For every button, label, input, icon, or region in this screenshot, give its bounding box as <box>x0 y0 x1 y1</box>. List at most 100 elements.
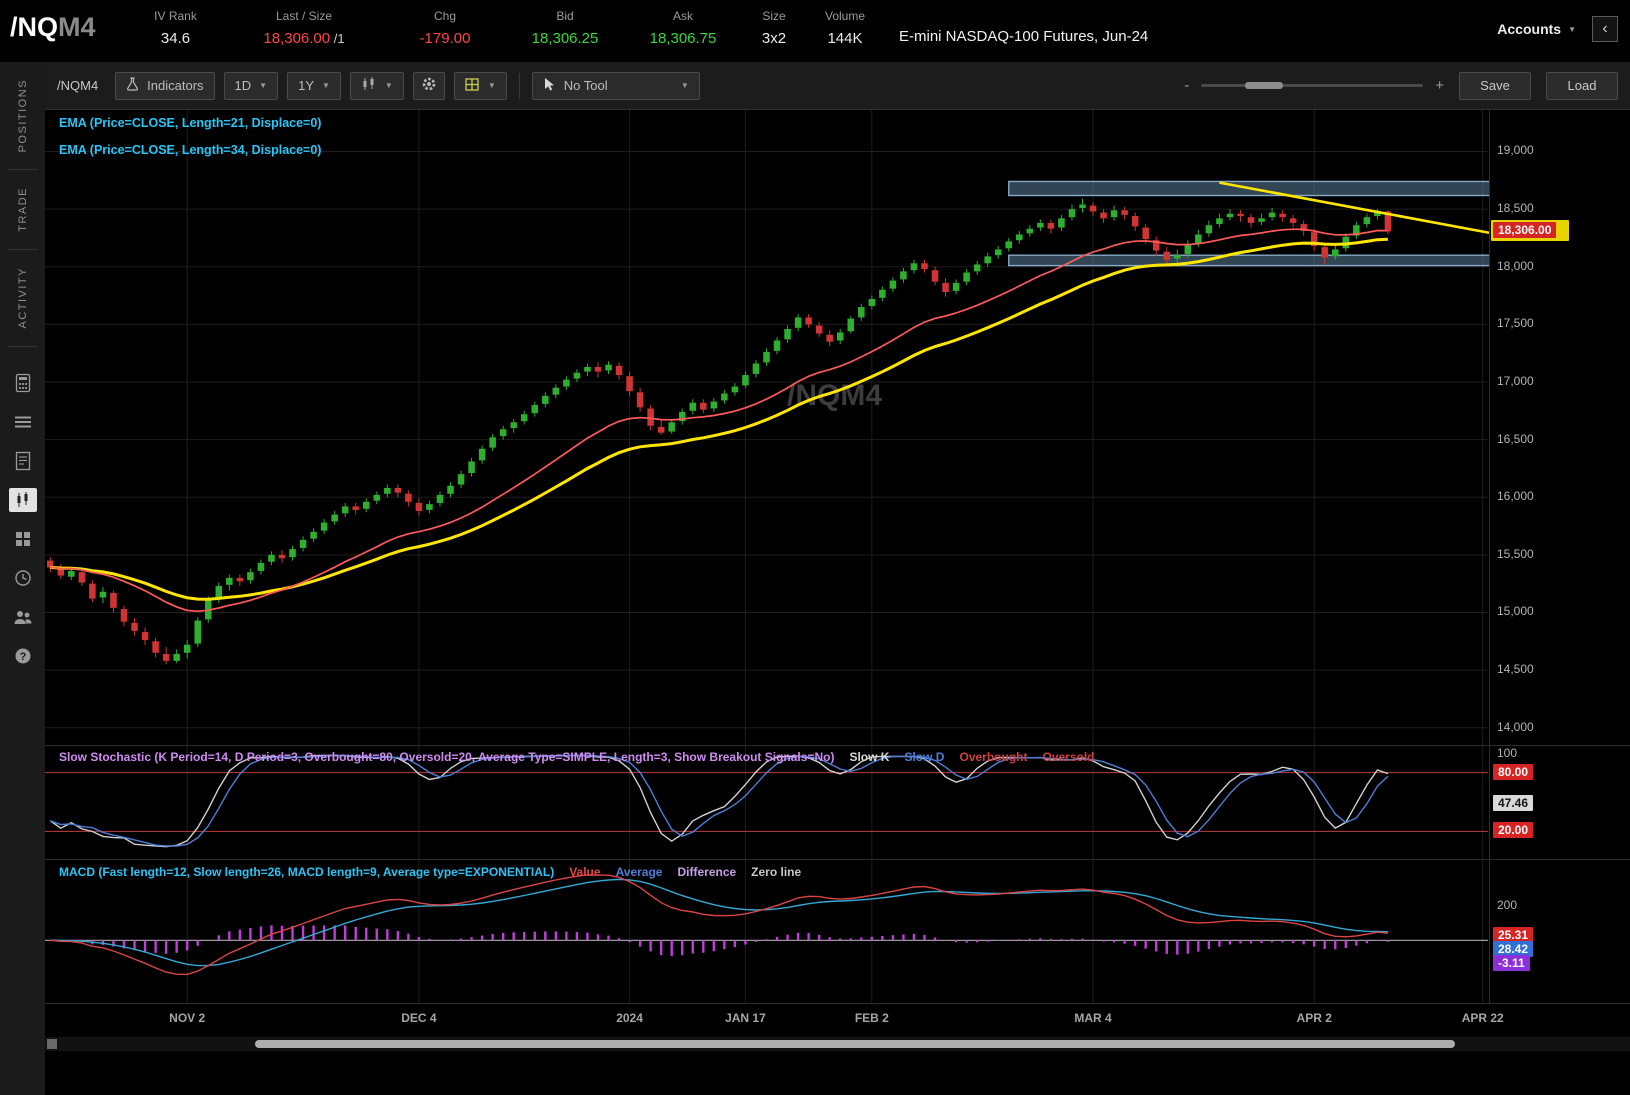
price-tick-label: 19,000 <box>1497 143 1534 158</box>
macd-panel[interactable] <box>45 859 1490 1003</box>
ledger-icon[interactable] <box>9 449 37 473</box>
chevron-down-icon: ▼ <box>487 81 496 90</box>
stochastic-scale-label: 100 <box>1497 746 1518 760</box>
header-right: Accounts ▼ ‹ <box>1497 0 1630 42</box>
quote-field-bid: Bid 18,306.25 <box>531 9 599 47</box>
calculator-icon[interactable] <box>9 371 37 395</box>
apps-grid-icon[interactable] <box>9 527 37 551</box>
community-icon[interactable] <box>9 605 37 629</box>
menu-list-icon[interactable] <box>9 410 37 434</box>
price-axis[interactable]: 19,000 18,500 18,000 17,500 17,000 16,500 16,0… <box>1490 62 1630 1037</box>
sidebar-divider <box>7 345 38 347</box>
price-tick-label: 17,500 <box>1497 316 1534 331</box>
macd-value-bubble: 28.42 <box>1493 940 1534 957</box>
x-axis-label: NOV 2 <box>169 1011 206 1025</box>
macd-title[interactable]: MACD (Fast length=12, Slow length=26, MA… <box>59 865 555 879</box>
sidebar-divider <box>7 169 38 171</box>
x-axis-label: FEB 2 <box>854 1011 889 1025</box>
scrollbar-thumb[interactable] <box>255 1040 1455 1048</box>
price-tick-label: 16,000 <box>1497 489 1534 504</box>
chevron-down-icon: ▼ <box>1568 24 1576 34</box>
price-tick-label: 18,000 <box>1497 258 1534 273</box>
zoom-slider[interactable] <box>1201 82 1424 89</box>
sidebar-tabs: POSITIONS TRADE ACTIVITY <box>0 62 45 347</box>
legend-value: Value <box>569 865 601 879</box>
chart-icon[interactable] <box>8 487 37 512</box>
history-clock-icon[interactable] <box>9 566 37 590</box>
x-axis-label: DEC 4 <box>401 1011 437 1025</box>
ema21-study-label[interactable]: EMA (Price=CLOSE, Length=21, Displace=0) <box>59 116 322 130</box>
load-button[interactable]: Load <box>1546 71 1618 100</box>
chevron-down-icon: ▼ <box>680 81 689 90</box>
indicators-flask-icon <box>126 77 139 94</box>
price-tick-label: 14,500 <box>1497 662 1534 677</box>
quote-header: /NQM4 IV Rank 34.6 Last / Size 18,306.00 /1… <box>0 0 1630 62</box>
chart-scrollbar <box>45 1037 1630 1051</box>
chevron-down-icon: ▼ <box>322 81 330 90</box>
sidebar-tab-trade[interactable]: TRADE <box>16 187 29 233</box>
legend-difference: Difference <box>677 865 737 879</box>
symbol: /NQ <box>10 12 59 42</box>
help-icon[interactable]: ? <box>9 644 37 668</box>
price-tick-label: 15,500 <box>1497 546 1534 561</box>
stochastic-value-bubble: 47.46 <box>1493 795 1534 812</box>
chart-settings-button[interactable] <box>412 71 445 100</box>
axis-separator <box>1489 110 1490 1003</box>
ema34-study-label[interactable]: EMA (Price=CLOSE, Length=34, Displace=0) <box>59 143 322 157</box>
price-chart[interactable]: /NQM4 <box>45 110 1490 745</box>
range-dropdown[interactable]: 1Y ▼ <box>287 71 341 100</box>
macd-value-bubble: -3.11 <box>1493 954 1530 971</box>
svg-text:?: ? <box>19 651 26 663</box>
sidebar-tab-activity[interactable]: ACTIVITY <box>16 267 29 329</box>
x-axis-label: 2024 <box>616 1011 643 1025</box>
zoom-out-button[interactable]: - <box>1184 77 1190 94</box>
sidebar-icons: ? <box>0 371 45 668</box>
price-tick-label: 16,500 <box>1497 431 1534 446</box>
gear-icon <box>421 76 437 95</box>
chevron-down-icon: ▼ <box>259 81 268 90</box>
zoom-slider-thumb[interactable] <box>1245 82 1284 89</box>
quote-field-chg: Chg -179.00 <box>419 9 471 47</box>
scrollbar-left-box[interactable] <box>47 1039 57 1049</box>
zoom-control: - + <box>1184 77 1444 94</box>
price-tick-label: 15,000 <box>1497 604 1534 619</box>
quote-field-volume: Volume 144K <box>824 9 866 47</box>
legend-overbought: Overbought <box>959 750 1028 764</box>
price-tick-label: 18,500 <box>1497 201 1534 216</box>
time-axis[interactable]: NOV 2 DEC 4 2024 JAN 17 FEB 2 MAR 4 APR 2 APR 2… <box>45 1003 1504 1037</box>
accounts-label: Accounts <box>1497 21 1562 37</box>
accounts-menu[interactable]: Accounts ▼ <box>1497 21 1576 37</box>
cursor-icon <box>543 77 555 95</box>
legend-average: Average <box>615 865 663 879</box>
stochastic-panel[interactable] <box>45 745 1490 859</box>
indicators-button[interactable]: Indicators <box>115 71 215 100</box>
macd-study-row: MACD (Fast length=12, Slow length=26, MA… <box>59 865 801 879</box>
collapse-panel-button[interactable]: ‹ <box>1592 16 1618 42</box>
save-button[interactable]: Save <box>1459 71 1531 100</box>
candlestick-type-icon <box>361 77 377 94</box>
sidebar-tab-positions[interactable]: POSITIONS <box>16 79 29 153</box>
legend-oversold: Oversold <box>1042 750 1095 764</box>
legend-slow-k: Slow K <box>849 750 890 764</box>
panel-separator <box>45 859 1630 860</box>
quote-field-last-size: Last / Size 18,306.00 /1 <box>263 9 345 47</box>
last-price-bubble: 18,306.00 <box>1493 222 1557 239</box>
toolbar-separator <box>518 72 520 99</box>
layout-grid-dropdown[interactable]: ▼ <box>453 71 507 100</box>
quote-field-size: Size 3x2 <box>761 9 787 47</box>
price-tick-label: 14,000 <box>1497 719 1534 734</box>
x-axis-label: APR 2 <box>1296 1011 1332 1025</box>
quote-field-iv-rank: IV Rank 34.6 <box>154 9 197 47</box>
chart-region: /NQM4 Indicators 1D ▼ 1Y ▼ ▼ ▼ No To <box>45 62 1630 1095</box>
chart-type-dropdown[interactable]: ▼ <box>349 71 404 100</box>
macd-legend: Value Average Difference Zero line <box>554 865 801 879</box>
instrument-description: E-mini NASDAQ-100 Futures, Jun-24 <box>899 28 1149 45</box>
stochastic-title[interactable]: Slow Stochastic (K Period=14, D Period=3… <box>59 750 835 764</box>
zoom-in-button[interactable]: + <box>1435 77 1444 94</box>
drawing-tool-dropdown[interactable]: No Tool ▼ <box>531 71 700 100</box>
quote-fields: IV Rank 34.6 Last / Size 18,306.00 /1 Chg -17… <box>128 0 883 47</box>
macd-scale-label: 200 <box>1497 897 1518 912</box>
timeframe-dropdown[interactable]: 1D ▼ <box>223 71 279 100</box>
range-value: 1Y <box>298 78 314 93</box>
sidebar-divider <box>7 249 38 251</box>
